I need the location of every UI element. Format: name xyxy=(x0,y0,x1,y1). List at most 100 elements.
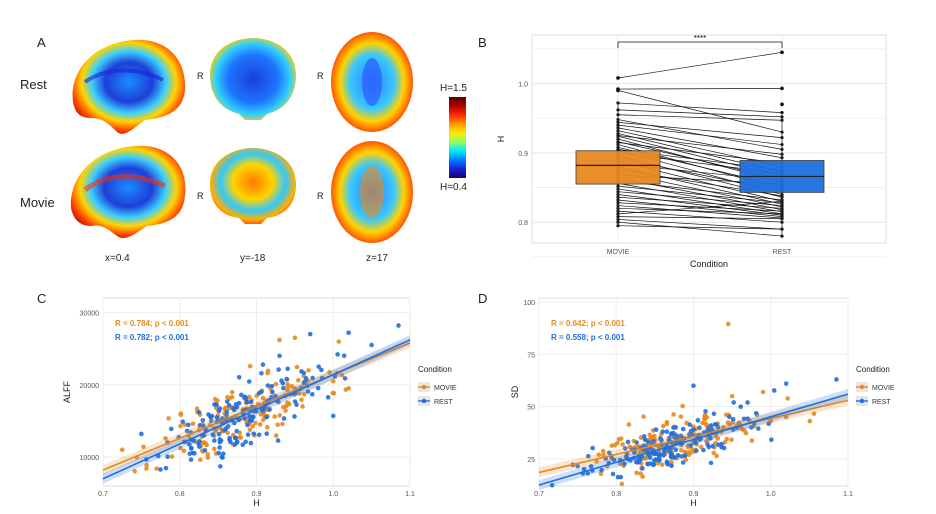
panel-d-xlabel: H xyxy=(690,498,697,508)
panel-b-paired-line xyxy=(617,102,783,114)
panel-c-point-rest xyxy=(246,379,252,384)
panel-b-paired-line xyxy=(617,51,783,79)
panel-d-legend-title: Condition xyxy=(856,365,890,374)
panel-b-paired-line xyxy=(617,135,783,155)
panel-c-point-movie xyxy=(200,440,206,446)
panel-d-legend-key-dot xyxy=(859,384,865,390)
panel-d-point-rest xyxy=(641,443,646,448)
panel-c-point-movie xyxy=(144,462,149,468)
panel-c-point-rest xyxy=(279,378,284,383)
panel-d-point-rest xyxy=(695,418,701,423)
panel-d-point-rest xyxy=(687,422,693,427)
panel-d-point-movie xyxy=(664,419,670,425)
panel-d-point-rest xyxy=(634,440,639,445)
panel-c-point-rest xyxy=(260,362,266,367)
panel-c-point-movie xyxy=(336,339,342,344)
panel-c-point-movie xyxy=(280,421,285,427)
panel-c-point-rest xyxy=(245,432,251,437)
panel-c-point-movie xyxy=(257,422,263,427)
panel-d-point-movie xyxy=(783,414,789,420)
panel-c-point-movie xyxy=(301,391,307,397)
panel-d-point-rest xyxy=(711,411,717,417)
panel-b-ytick-label: 0.8 xyxy=(518,220,528,227)
panel-b-outlier xyxy=(780,86,784,91)
panel-b-paired-line xyxy=(617,210,783,223)
panel-c-point-rest xyxy=(234,439,240,444)
panel-b-paired-line xyxy=(617,205,783,219)
panel-d-point-movie xyxy=(641,414,646,419)
panel-b-paired-line xyxy=(617,109,783,118)
panel-c-point-movie xyxy=(327,370,332,375)
panel-d-point-rest xyxy=(673,447,679,453)
row-label-movie: Movie xyxy=(20,195,55,210)
panel-c-point-rest xyxy=(292,399,298,404)
panel-c-point-movie xyxy=(169,454,175,459)
panel-c-point-rest xyxy=(264,414,269,420)
panel-d-point-rest xyxy=(691,383,696,389)
panel-b-paired-line xyxy=(617,114,783,121)
panel-d-point-movie xyxy=(671,412,676,417)
panel-c-point-movie xyxy=(225,430,230,436)
panel-c-point-movie xyxy=(330,378,336,384)
panel-c-xtick-label: 1.1 xyxy=(405,491,415,498)
coord-y: y=-18 xyxy=(240,253,266,264)
panel-b-paired-line xyxy=(617,183,783,213)
panel-b-box-movie xyxy=(575,150,661,185)
panel-c-point-rest xyxy=(200,417,206,423)
panel-c-point-movie xyxy=(285,387,290,393)
panel-d-point-rest xyxy=(697,425,702,430)
panel-c-point-movie xyxy=(247,394,252,400)
panel-c-point-rest xyxy=(281,385,286,391)
panel-d-point-rest xyxy=(766,421,771,427)
panel-c-letter: C xyxy=(37,291,47,306)
panel-c-point-rest xyxy=(247,413,252,419)
panel-d-point-rest xyxy=(713,421,718,427)
panel-d-point-movie xyxy=(594,458,599,464)
panel-d-point-rest xyxy=(738,404,744,410)
panel-c-point-rest xyxy=(265,383,271,388)
panel-d-point-rest xyxy=(719,444,724,450)
panel-c-point-rest xyxy=(227,437,232,442)
panel-c-point-rest xyxy=(330,413,336,419)
panel-b-paired-line xyxy=(617,201,783,215)
panel-b-boxplot: 0.8 0.9 1.0 MOVIE REST **** Condition H xyxy=(496,34,887,269)
row-label-rest: Rest xyxy=(20,77,47,92)
panel-c-point-rest xyxy=(315,385,321,391)
panel-c-point-movie xyxy=(194,406,200,411)
panel-d-xtick-label: 0.8 xyxy=(611,491,621,498)
panel-c-point-rest xyxy=(243,439,248,445)
panel-d-point-rest xyxy=(769,437,774,443)
panel-c-point-rest xyxy=(139,431,144,437)
panel-d-annotation: R = 0.558; p < 0.001 xyxy=(551,333,625,342)
panel-c-point-rest xyxy=(346,330,351,336)
panel-c-point-rest xyxy=(277,353,282,359)
panel-c-legend-label: MOVIE xyxy=(434,385,457,392)
panel-c-point-movie xyxy=(205,451,211,457)
panel-d-point-rest xyxy=(585,471,591,476)
panel-d-point-movie xyxy=(626,422,632,427)
panel-d-ytick-label: 25 xyxy=(527,457,535,464)
panel-c-point-movie xyxy=(247,427,253,433)
panel-c-point-movie xyxy=(264,424,270,430)
panel-d-point-rest xyxy=(715,442,721,448)
panel-c-point-rest xyxy=(251,431,257,436)
panel-b-letter: B xyxy=(478,35,487,50)
colorbar-bottom-label: H=0.4 xyxy=(440,182,467,193)
panel-c-xtick-label: 1.0 xyxy=(328,491,338,498)
panel-c-point-rest xyxy=(217,406,223,411)
panel-c-point-rest xyxy=(341,353,347,358)
panel-c-point-movie xyxy=(205,455,211,460)
panel-d-point-movie xyxy=(678,447,684,453)
panel-d-point-rest xyxy=(660,429,665,434)
panel-d-point-rest xyxy=(651,439,657,444)
panel-c-point-rest xyxy=(247,418,253,423)
panel-c-point-movie xyxy=(178,445,183,451)
panel-b-paired-line xyxy=(617,90,783,133)
brain-rest-sagittal xyxy=(72,39,186,134)
panel-c-point-movie xyxy=(260,395,266,401)
panel-c-point-movie xyxy=(178,412,184,418)
panel-c-point-rest xyxy=(163,465,169,471)
panel-d-point-rest xyxy=(693,440,698,446)
panel-c-point-rest xyxy=(217,439,223,445)
panel-c-point-rest xyxy=(187,442,192,447)
